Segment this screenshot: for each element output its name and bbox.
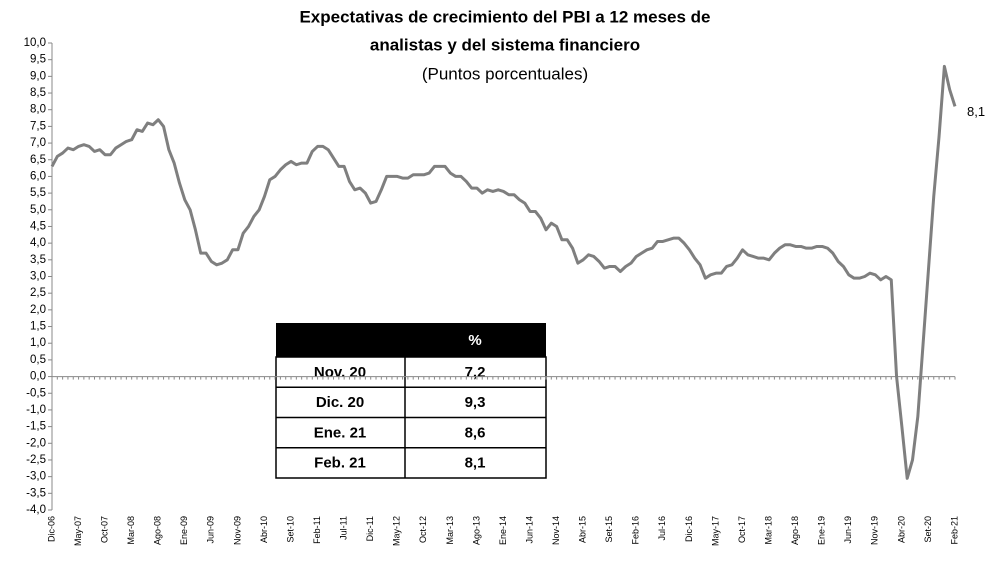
x-tick-label: May-17: [710, 516, 720, 546]
y-tick-label: 6,0: [30, 170, 46, 182]
y-tick-label: 2,5: [30, 287, 46, 299]
x-tick-label: Ene-19: [817, 516, 827, 545]
y-tick-label: 9,0: [30, 70, 46, 82]
table-cell: Ene. 21: [314, 424, 367, 441]
y-tick-label: -0,5: [26, 387, 46, 399]
x-tick-label: May-07: [73, 516, 83, 546]
table-cell: 9,3: [465, 394, 486, 411]
x-tick-label: Abr-20: [896, 516, 906, 543]
end-label: 8,1: [967, 104, 985, 119]
y-tick-label: -4,0: [26, 504, 46, 516]
x-tick-label: Feb-11: [312, 516, 322, 544]
y-tick-label: 8,0: [30, 104, 46, 116]
x-tick-label: Ene-09: [179, 516, 189, 545]
x-tick-label: Jul-11: [339, 516, 349, 540]
y-tick-label: -2,0: [26, 437, 46, 449]
y-tick-label: 1,5: [30, 321, 46, 333]
x-tick-label: Ago-13: [471, 516, 481, 545]
x-tick-label: Set-15: [604, 516, 614, 543]
y-tick-label: 3,5: [30, 254, 46, 266]
y-tick-label: 2,0: [30, 304, 46, 316]
y-tick-label: 0,0: [30, 371, 46, 383]
x-tick-label: Oct-07: [99, 516, 109, 543]
y-tick-label: 3,0: [30, 271, 46, 283]
y-tick-label: -1,0: [26, 404, 46, 416]
x-tick-label: Ago-18: [790, 516, 800, 545]
chart-title: Expectativas de crecimiento del PBI a 12…: [299, 7, 710, 26]
y-tick-label: 1,0: [30, 337, 46, 349]
x-tick-label: Jun-09: [206, 516, 216, 544]
x-tick-label: Jun-19: [843, 516, 853, 544]
x-tick-label: Nov-14: [551, 516, 561, 545]
x-tick-label: Feb-21: [949, 516, 959, 545]
y-tick-label: -1,5: [26, 421, 46, 433]
table-cell: Dic. 20: [316, 394, 364, 411]
x-tick-label: Nov-09: [232, 516, 242, 545]
x-tick-label: Feb-16: [631, 516, 641, 545]
x-tick-label: Nov-19: [870, 516, 880, 545]
y-tick-label: 8,5: [30, 87, 46, 99]
x-tick-label: May-12: [392, 516, 402, 546]
x-tick-label: Dic-16: [684, 516, 694, 542]
y-tick-label: 9,5: [30, 54, 46, 66]
x-tick-label: Ago-08: [153, 516, 163, 545]
y-tick-label: -3,0: [26, 471, 46, 483]
x-tick-label: Oct-17: [737, 516, 747, 543]
y-tick-label: -2,5: [26, 454, 46, 466]
x-tick-label: Jul-16: [657, 516, 667, 541]
x-tick-label: Oct-12: [418, 516, 428, 543]
y-tick-label: 0,5: [30, 354, 46, 366]
chart-subtitle: (Puntos porcentuales): [422, 64, 588, 83]
data-line: [50, 64, 957, 480]
x-tick-label: Set-20: [923, 516, 933, 543]
table-header-text: %: [468, 332, 481, 349]
y-tick-label: 7,5: [30, 120, 46, 132]
x-tick-label: Dic-06: [46, 516, 56, 542]
y-tick-label: 4,0: [30, 237, 46, 249]
x-tick-label: Abr-15: [578, 516, 588, 543]
x-tick-label: Abr-10: [259, 516, 269, 543]
x-tick-label: Ene-14: [498, 516, 508, 545]
y-tick-label: 5,5: [30, 187, 46, 199]
y-tick-label: 7,0: [30, 137, 46, 149]
x-tick-label: Mar-18: [763, 516, 773, 545]
x-tick-label: Dic-11: [365, 516, 375, 541]
x-tick-label: Jun-14: [524, 516, 534, 544]
y-tick-label: 5,0: [30, 204, 46, 216]
table-cell: 8,1: [465, 455, 486, 472]
table-header: [276, 323, 546, 357]
table-cell: 8,6: [465, 424, 486, 441]
chart-title: analistas y del sistema financiero: [370, 35, 640, 54]
x-tick-label: Mar-08: [126, 516, 136, 545]
table-cell: Feb. 21: [314, 455, 366, 472]
x-tick-label: Mar-13: [445, 516, 455, 545]
table-cell: Nov. 20: [314, 364, 366, 381]
y-tick-label: 6,5: [30, 154, 46, 166]
y-tick-label: 10,0: [24, 37, 46, 49]
y-tick-label: 4,5: [30, 220, 46, 232]
y-tick-label: -3,5: [26, 487, 46, 499]
x-tick-label: Set-10: [285, 516, 295, 543]
